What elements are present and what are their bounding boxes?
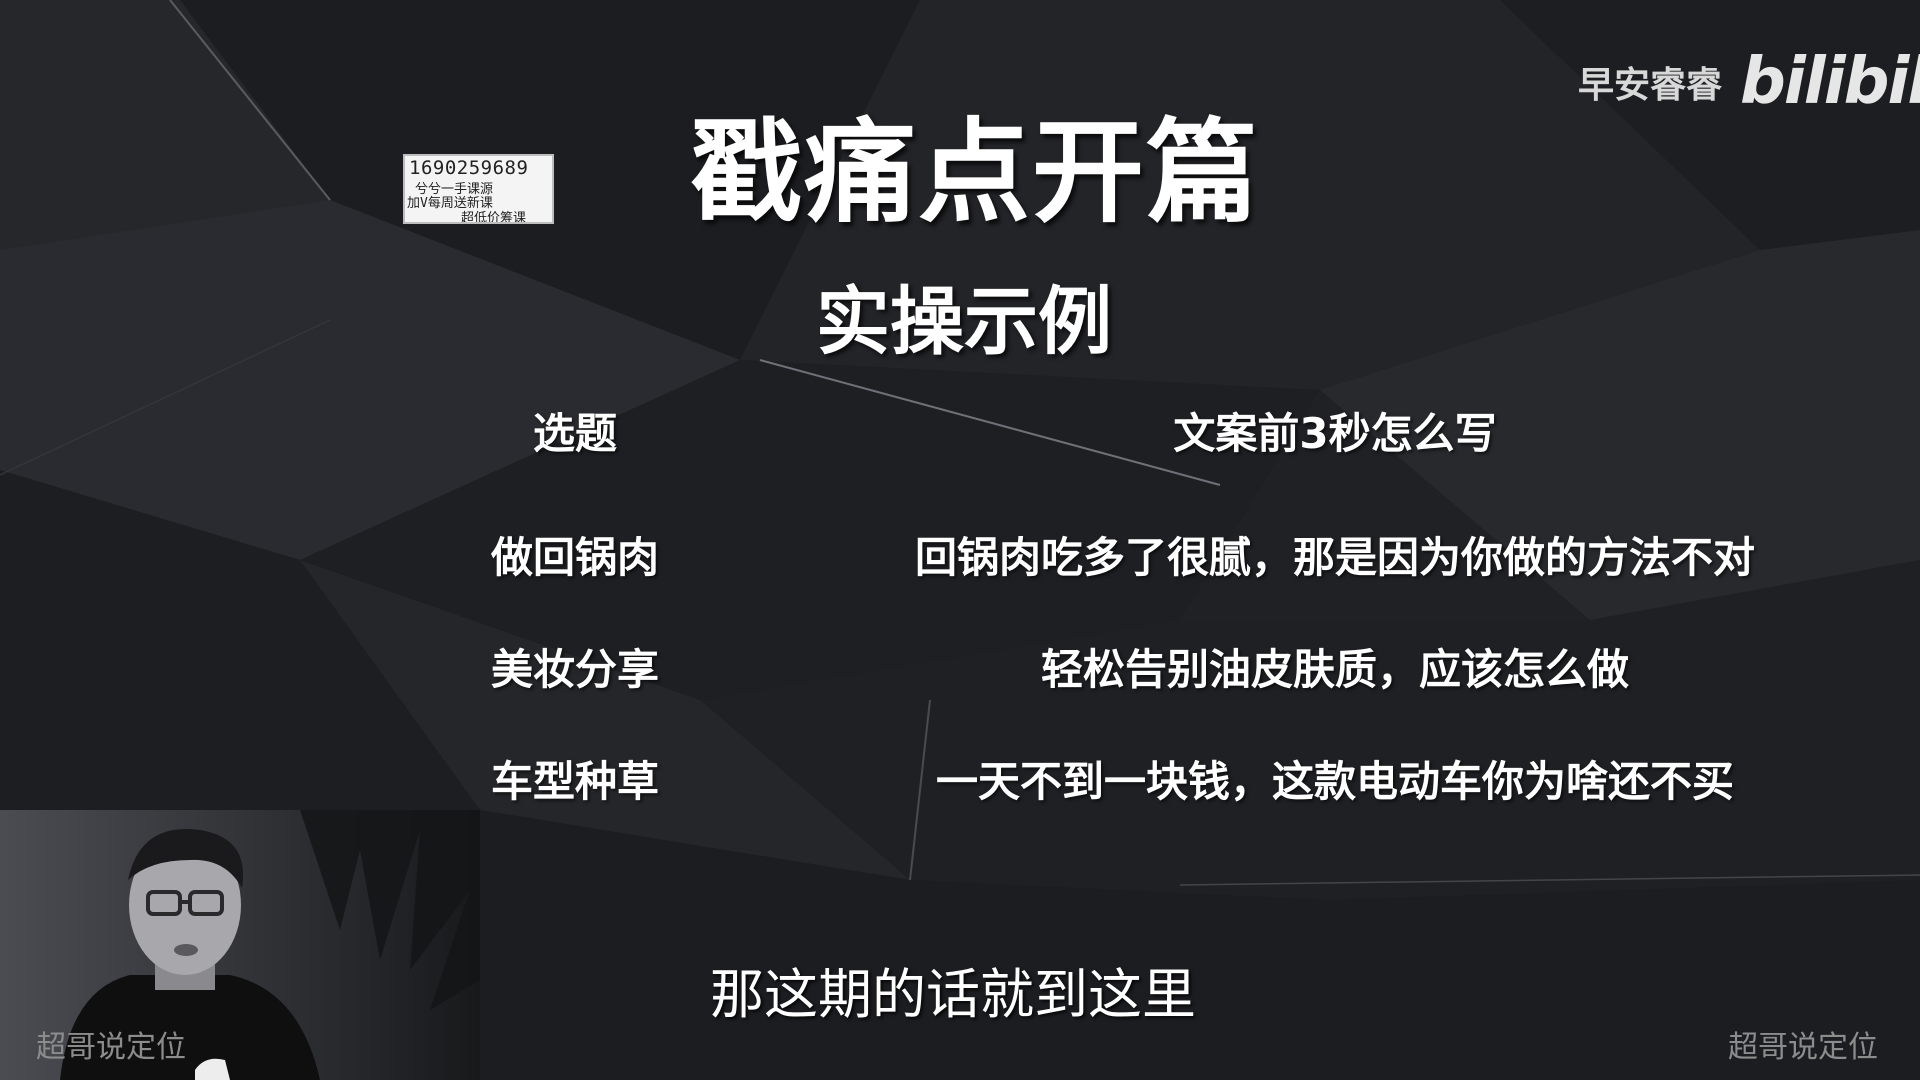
row-copy: 回锅肉吃多了很腻，那是因为你做的方法不对 <box>914 533 1756 582</box>
watermark-line-1: 1690259689 <box>409 157 529 179</box>
presenter-webcam <box>0 810 480 1080</box>
watermark-left: 超哥说定位 <box>36 1030 186 1065</box>
watermark-line-3: 加V每周送新课 <box>407 196 493 211</box>
row-topic: 车型种草 <box>490 757 660 806</box>
channel-name: 早安睿睿 <box>1578 65 1723 106</box>
presenter-image <box>0 810 480 1080</box>
header-copy: 文案前3秒怎么写 <box>1173 409 1497 458</box>
video-caption: 那这期的话就到这里 <box>710 963 1196 1026</box>
row-topic: 美妆分享 <box>490 645 660 694</box>
watermark-right: 超哥说定位 <box>1728 1030 1878 1065</box>
row-copy: 一天不到一块钱，这款电动车你为啥还不买 <box>935 757 1735 806</box>
bilibili-logo: bilibili <box>1740 45 1920 119</box>
channel-brand: 早安睿睿 bilibili <box>1578 50 1920 114</box>
slide-title: 戳痛点开篇 <box>690 108 1260 238</box>
row-topic: 做回锅肉 <box>490 533 660 582</box>
contact-watermark-box: 1690259689 兮兮一手课源 加V每周送新课 超低价筹课 <box>403 154 554 224</box>
watermark-line-2: 兮兮一手课源 <box>415 182 494 197</box>
header-topic: 选题 <box>532 409 618 458</box>
row-copy: 轻松告别油皮肤质，应该怎么做 <box>1040 645 1630 694</box>
watermark-line-4: 超低价筹课 <box>461 211 527 224</box>
slide-subtitle: 实操示例 <box>816 279 1112 365</box>
